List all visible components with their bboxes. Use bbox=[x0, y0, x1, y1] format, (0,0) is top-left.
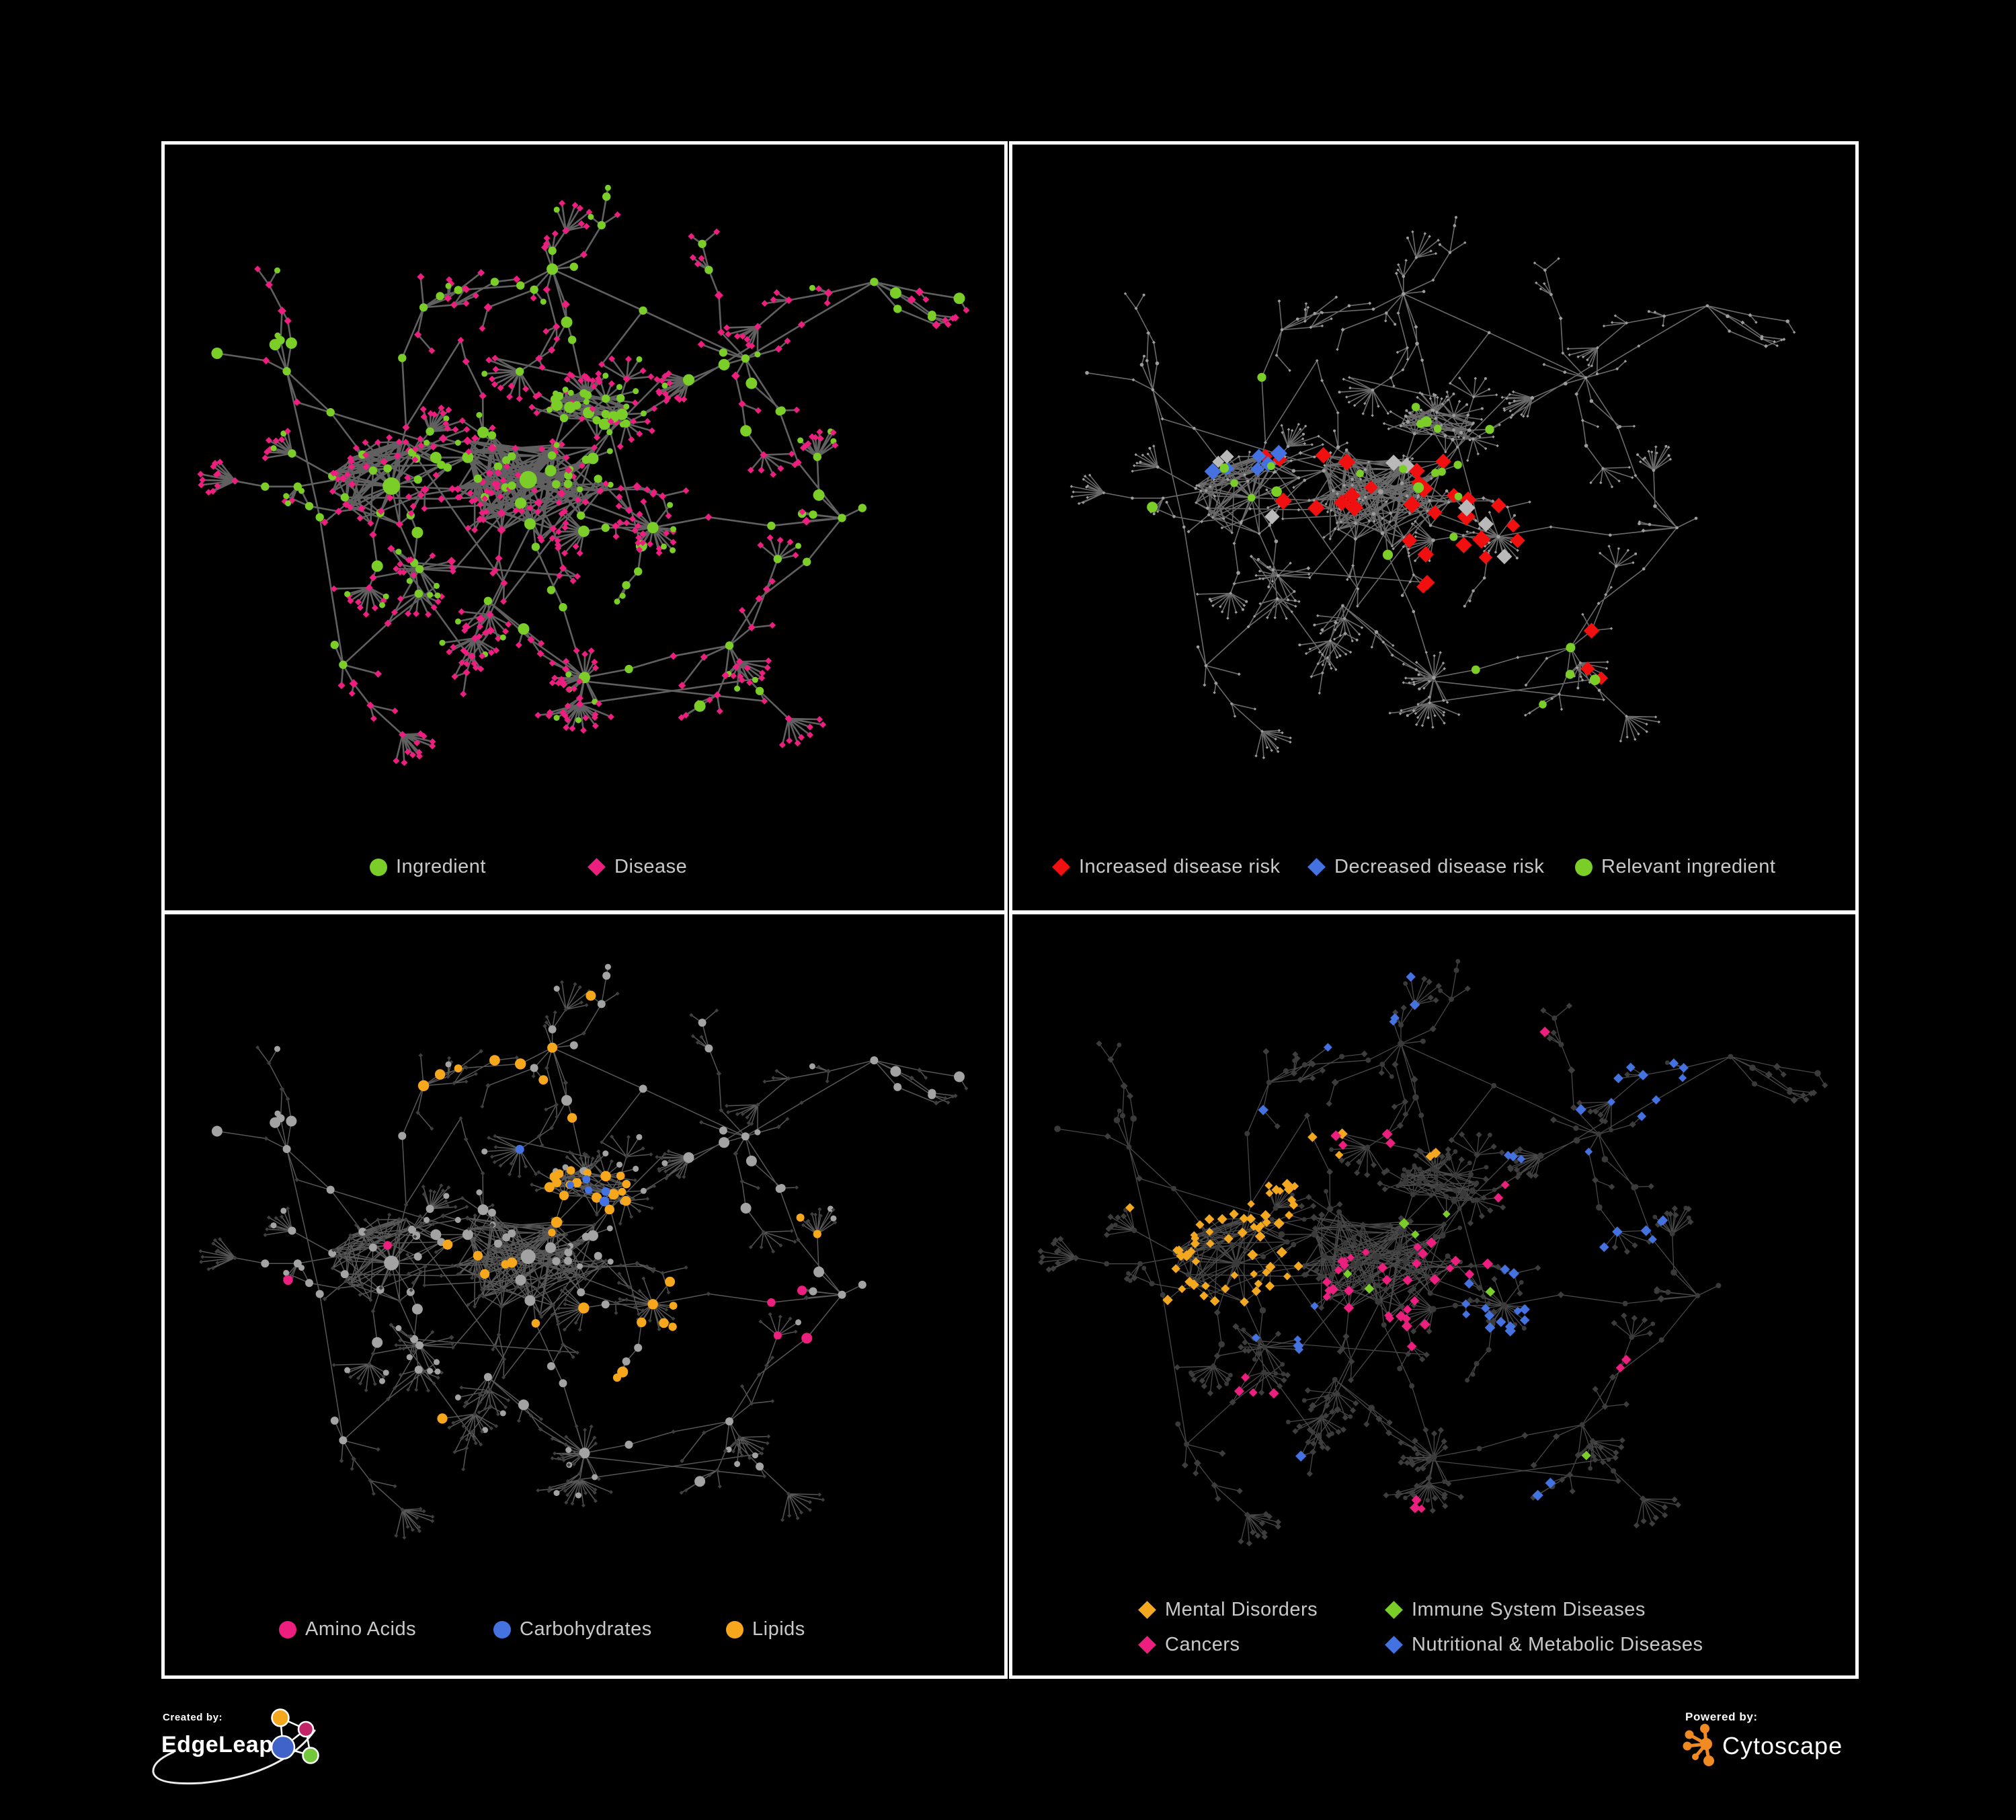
circle-marker-icon bbox=[1575, 858, 1592, 876]
legend-item-carbohydrates: Carbohydrates bbox=[493, 1618, 652, 1640]
legend-label-cancers: Cancers bbox=[1165, 1634, 1240, 1655]
legend-label-ingredient: Ingredient bbox=[396, 856, 486, 877]
panel-disease-risk-network: Increased disease risk Decreased disease… bbox=[1009, 141, 1859, 914]
diamond-marker-icon bbox=[1138, 1601, 1156, 1619]
legend-label-relevant-ingredient: Relevant ingredient bbox=[1601, 856, 1776, 877]
legend-label-immune-system-diseases: Immune System Diseases bbox=[1412, 1599, 1646, 1620]
cytoscape-logo-text: Cytoscape bbox=[1722, 1732, 1843, 1759]
panel-disease-classes-network: Mental Disorders Immune System Diseases … bbox=[1009, 911, 1859, 1679]
legend-item-lipids: Lipids bbox=[726, 1618, 805, 1640]
powered-by-label: Powered by: bbox=[1685, 1710, 1758, 1723]
diamond-marker-icon bbox=[588, 858, 606, 876]
legend-label-increased-risk: Increased disease risk bbox=[1079, 856, 1281, 877]
legend-item-decreased-risk: Decreased disease risk bbox=[1307, 856, 1544, 878]
legend-item-cancers: Cancers bbox=[1138, 1634, 1240, 1656]
legend-label-amino-acids: Amino Acids bbox=[305, 1618, 417, 1640]
diamond-marker-icon bbox=[1385, 1601, 1403, 1619]
circle-marker-icon bbox=[493, 1620, 511, 1638]
network-canvas-disease-risk bbox=[1070, 216, 1796, 760]
network-canvas-ingredient-disease bbox=[197, 184, 970, 766]
diamond-marker-icon bbox=[1138, 1636, 1156, 1654]
network-canvas-ingredient-classes bbox=[198, 963, 969, 1540]
legend-item-relevant-ingredient: Relevant ingredient bbox=[1575, 856, 1775, 878]
legend-label-disease: Disease bbox=[614, 856, 688, 877]
circle-marker-icon bbox=[726, 1620, 743, 1638]
circle-marker-icon bbox=[279, 1620, 296, 1638]
legend-item-nutritional-metabolic-diseases: Nutritional & Metabolic Diseases bbox=[1385, 1634, 1703, 1656]
legend-label-decreased-risk: Decreased disease risk bbox=[1334, 856, 1545, 877]
legend-label-nutritional-metabolic-diseases: Nutritional & Metabolic Diseases bbox=[1412, 1634, 1703, 1655]
network-canvas-disease-classes bbox=[1037, 959, 1828, 1547]
legend-item-mental-disorders: Mental Disorders bbox=[1138, 1599, 1318, 1621]
legend-label-mental-disorders: Mental Disorders bbox=[1165, 1599, 1318, 1620]
created-by-label: Created by: bbox=[163, 1712, 223, 1723]
legend-item-amino-acids: Amino Acids bbox=[279, 1618, 416, 1640]
legend-item-disease: Disease bbox=[588, 856, 687, 878]
legend-item-immune-system-diseases: Immune System Diseases bbox=[1385, 1599, 1646, 1621]
legend-label-carbohydrates: Carbohydrates bbox=[520, 1618, 652, 1640]
diamond-marker-icon bbox=[1385, 1636, 1403, 1654]
diamond-marker-icon bbox=[1307, 858, 1326, 876]
panel-ingredient-classes-network: Amino Acids Carbohydrates Lipids bbox=[161, 911, 1008, 1679]
legend-item-increased-risk: Increased disease risk bbox=[1052, 856, 1281, 878]
edgeleap-logo-text: EdgeLeap bbox=[161, 1732, 274, 1757]
panel-ingredient-disease-network: Ingredient Disease bbox=[161, 141, 1008, 914]
diamond-marker-icon bbox=[1052, 858, 1070, 876]
circle-marker-icon bbox=[370, 858, 387, 876]
legend-label-lipids: Lipids bbox=[752, 1618, 805, 1640]
legend-item-ingredient: Ingredient bbox=[370, 856, 486, 878]
